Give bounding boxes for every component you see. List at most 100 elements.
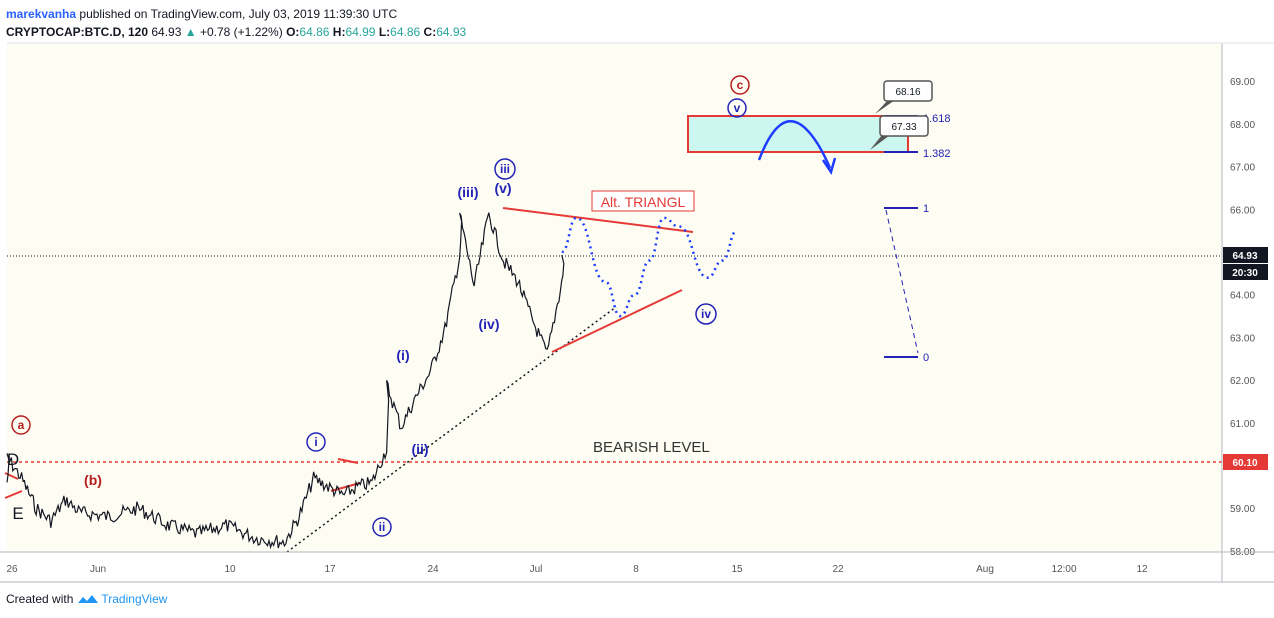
symbol-label[interactable]: CRYPTOCAP:BTC.D, 120 xyxy=(6,25,149,39)
price-series xyxy=(6,212,565,550)
time-tick-label: 22 xyxy=(832,564,844,575)
projection-path xyxy=(561,216,738,318)
time-tick-label: 8 xyxy=(633,564,639,575)
fib-1-label: 1 xyxy=(923,203,929,215)
time-tag-label: 20:30 xyxy=(1232,268,1258,279)
wave-i-circle xyxy=(306,432,326,452)
current-price-tag xyxy=(1223,247,1268,263)
wave-a-circle xyxy=(11,415,31,435)
left-pattern-line-1 xyxy=(4,472,19,480)
price-tick-label: 68.00 xyxy=(1230,120,1255,131)
wave-v-circle xyxy=(727,98,747,118)
tradingview-logo-icon xyxy=(78,595,99,603)
callout-top-label: 68.16 xyxy=(895,87,920,98)
alt-triangle-box xyxy=(591,190,695,212)
fib-0-label: 0 xyxy=(923,352,929,364)
wave-iv-label: iv xyxy=(701,307,711,321)
triangle-upper-line xyxy=(502,207,694,233)
callout-bottom-label: 67.33 xyxy=(891,122,916,133)
time-tick-label: 26 xyxy=(6,564,18,575)
price-tick-label: 59.00 xyxy=(1230,504,1255,515)
time-tick-label: 24 xyxy=(427,564,439,575)
price-tick-label: 66.00 xyxy=(1230,205,1255,216)
callout-bottom-box xyxy=(879,115,929,137)
alt-triangle-label: Alt. TRIANGL xyxy=(601,194,686,210)
wave-v-label: v xyxy=(734,101,741,115)
bearish-level-tag xyxy=(1223,454,1268,470)
price-tick-label: 63.00 xyxy=(1230,333,1255,344)
time-tick-label: 15 xyxy=(731,564,743,575)
time-tick-label: 12:00 xyxy=(1051,564,1076,575)
price-tick-label: 69.00 xyxy=(1230,77,1255,88)
wave-b-label: (b) xyxy=(84,472,102,488)
wave-iv-circle xyxy=(695,303,717,325)
change-value: +0.78 (+1.22%) xyxy=(199,25,283,39)
price-tick-label: 64.00 xyxy=(1230,291,1255,302)
current-price-tag-label: 64.93 xyxy=(1232,251,1257,262)
reversal-arrow-icon xyxy=(821,157,837,175)
open-value: 64.86 xyxy=(299,25,330,39)
price-tick-label: 62.00 xyxy=(1230,376,1255,387)
time-tick-label: 10 xyxy=(224,564,236,575)
created-with-text: Created with xyxy=(6,592,74,606)
fib-1618-label: 1.618 xyxy=(923,113,951,125)
open-label: O: xyxy=(286,25,300,39)
bearish-level-text: BEARISH LEVEL xyxy=(593,439,710,456)
wave-d-label: D xyxy=(7,450,19,469)
chart-header: marekvanha published on TradingView.com,… xyxy=(6,5,466,41)
reversal-arc xyxy=(757,120,832,169)
wave-c-label: c xyxy=(737,78,744,92)
price-axis: 58.0059.0060.0061.0062.0063.0064.0065.00… xyxy=(1230,77,1255,558)
wave-iii-label: iii xyxy=(500,162,510,176)
callout-pointer-top xyxy=(875,100,895,114)
fib-1382-label: 1.382 xyxy=(923,148,951,160)
time-tag xyxy=(1223,264,1268,280)
fib-trend-line xyxy=(885,209,919,354)
close-label: C: xyxy=(423,25,437,39)
tradingview-brand: TradingView xyxy=(101,592,168,606)
high-label: H: xyxy=(332,25,346,39)
time-tick-label: Jun xyxy=(90,564,106,575)
bearish-level-tag-label: 60.10 xyxy=(1232,458,1257,469)
wave-e-label: E xyxy=(12,504,23,523)
wave-paren-iv-label: (iv) xyxy=(479,316,500,332)
callout-top-box xyxy=(883,80,933,102)
wave-labels: a (b) c D E i ii iii v iv (i) (ii) (iii)… xyxy=(7,75,750,537)
wave-paren-iii-label: (iii) xyxy=(458,184,479,200)
change-arrow-icon: ▲ xyxy=(184,25,197,39)
ohlc-line: CRYPTOCAP:BTC.D, 120 64.93 ▲ +0.78 (+1.2… xyxy=(6,23,466,41)
tradingview-logo[interactable]: TradingView xyxy=(77,592,167,606)
left-pattern-line-2 xyxy=(4,490,23,499)
publish-line: marekvanha published on TradingView.com,… xyxy=(6,5,466,23)
low-label: L: xyxy=(378,25,391,39)
author-link[interactable]: marekvanha xyxy=(6,7,77,21)
publish-info: published on TradingView.com, July 03, 2… xyxy=(79,7,398,21)
time-axis: 26 Jun 10 17 24 Jul 8 15 22 Aug 12:00 12 xyxy=(6,564,1148,575)
price-tick-label: 61.00 xyxy=(1230,419,1255,430)
triangle-lower-line xyxy=(551,289,683,353)
wave-ii-circle xyxy=(372,517,392,537)
wave-iii-circle xyxy=(494,158,516,180)
footer: Created with TradingView xyxy=(6,592,167,606)
last-price: 64.93 xyxy=(151,25,182,39)
time-tick-label: 17 xyxy=(324,564,336,575)
low-value: 64.86 xyxy=(390,25,421,39)
i-pattern-line-1 xyxy=(337,458,359,464)
wave-i-label: i xyxy=(314,435,317,449)
callout-pointer-bottom xyxy=(870,135,890,150)
close-value: 64.93 xyxy=(436,25,467,39)
high-value: 64.99 xyxy=(345,25,376,39)
wave-a-label: a xyxy=(18,418,25,432)
time-tick-label: Jul xyxy=(530,564,543,575)
time-tick-label: 12 xyxy=(1136,564,1148,575)
wave-paren-i-label: (i) xyxy=(396,347,409,363)
wave-paren-v-label: (v) xyxy=(494,180,511,196)
wave-paren-ii-label: (ii) xyxy=(411,441,428,457)
time-tick-label: Aug xyxy=(976,564,994,575)
wave-ii-label: ii xyxy=(379,520,386,534)
plot-area xyxy=(7,43,1222,552)
price-tick-label: 67.00 xyxy=(1230,163,1255,174)
wave-c-circle xyxy=(730,75,750,95)
target-zone xyxy=(687,115,909,153)
